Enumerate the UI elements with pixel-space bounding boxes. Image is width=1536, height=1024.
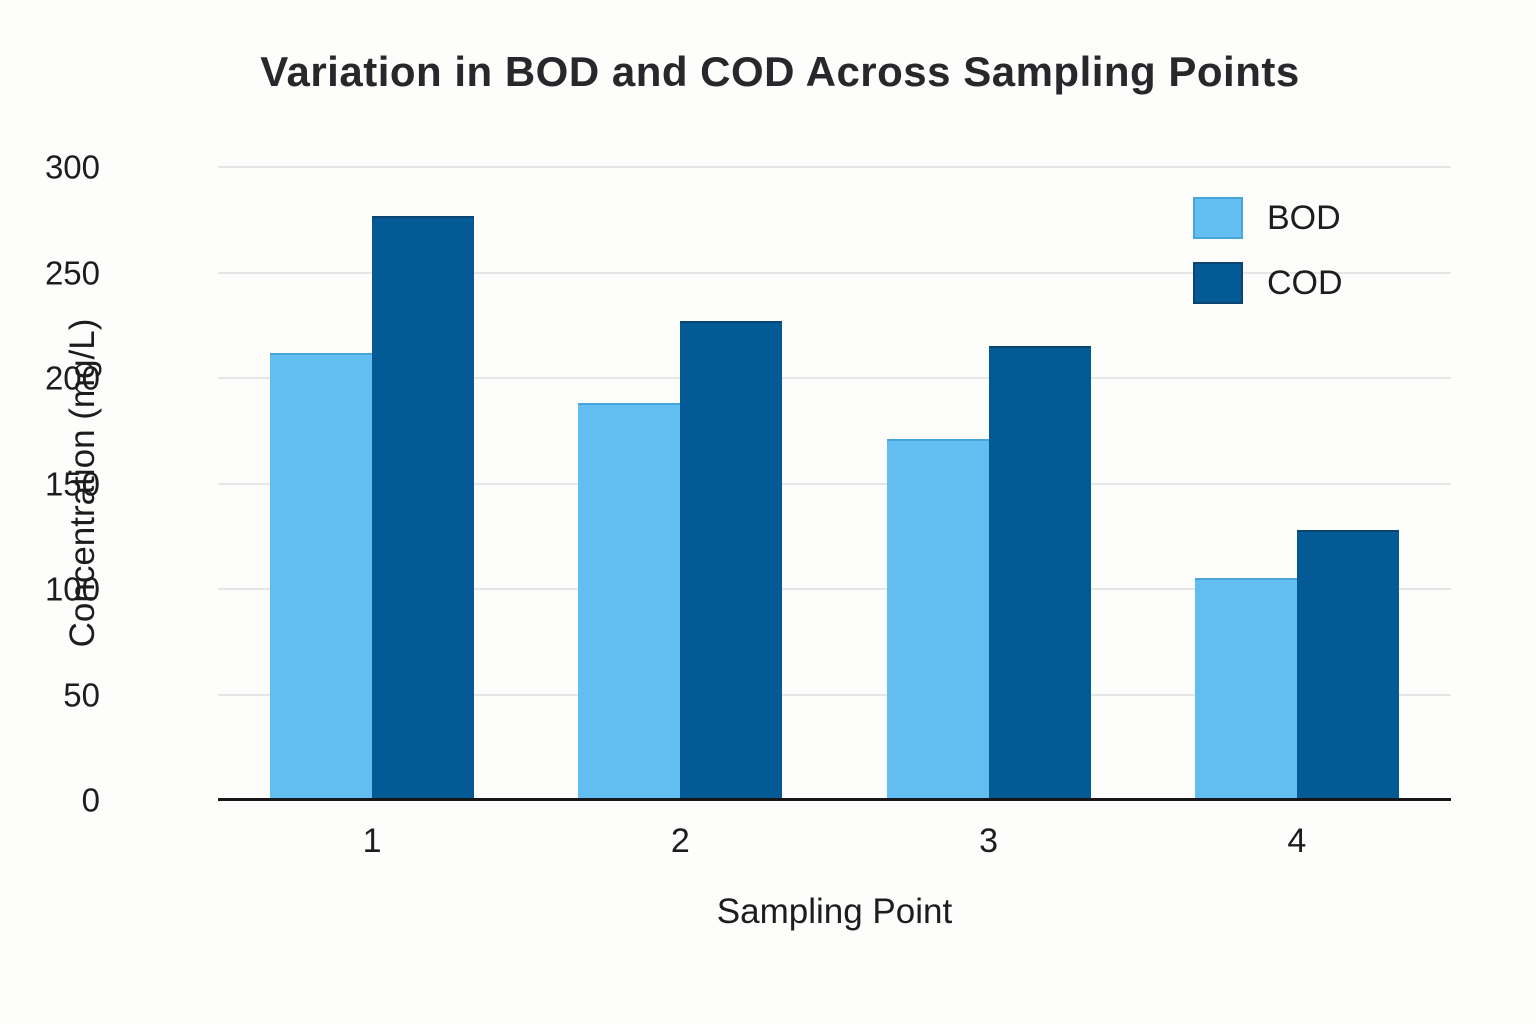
legend-item-cod: COD — [1193, 262, 1343, 304]
bar-cod-point-3 — [988, 346, 1091, 800]
y-tick-50: 50 — [63, 676, 100, 713]
y-tick-250: 250 — [44, 254, 100, 291]
gridline-100 — [218, 588, 1451, 590]
bar-bod-point-4 — [1194, 578, 1297, 800]
bar-bod-point-2 — [578, 403, 681, 800]
gridline-250 — [218, 271, 1451, 274]
legend-label-bod: BOD — [1267, 198, 1341, 237]
bar-cod-point-2 — [680, 321, 783, 800]
legend-item-bod: BOD — [1193, 197, 1343, 239]
legend-label-cod: COD — [1267, 263, 1343, 302]
gridline-200 — [218, 377, 1451, 379]
gridline-150 — [218, 482, 1451, 485]
bar-bod-point-3 — [886, 439, 989, 800]
bar-bod-point-1 — [270, 352, 373, 800]
x-axis-label: Sampling Point — [716, 892, 953, 931]
chart-title: Variation in BOD and COD Across Sampling… — [260, 48, 1300, 95]
bar-cod-point-1 — [372, 215, 475, 800]
x-axis-line — [218, 798, 1451, 801]
y-tick-200: 200 — [44, 359, 100, 397]
x-tick-2: 2 — [670, 822, 690, 860]
gridline-50 — [218, 693, 1451, 696]
gridline-300 — [218, 166, 1451, 168]
y-tick-100: 100 — [44, 570, 100, 608]
plot-area: BOD COD 0 50 100 150 200 250 300 1 2 3 4 — [45, 151, 1451, 860]
legend: BOD COD — [1193, 197, 1343, 304]
legend-swatch-cod — [1193, 262, 1243, 304]
x-tick-1: 1 — [362, 822, 382, 860]
x-tick-4: 4 — [1287, 822, 1307, 860]
y-tick-150: 150 — [44, 465, 100, 502]
y-tick-300: 300 — [44, 148, 100, 186]
x-tick-3: 3 — [979, 822, 999, 860]
y-tick-0: 0 — [81, 781, 100, 819]
bar-cod-point-4 — [1296, 529, 1399, 800]
legend-swatch-bod — [1193, 197, 1243, 239]
